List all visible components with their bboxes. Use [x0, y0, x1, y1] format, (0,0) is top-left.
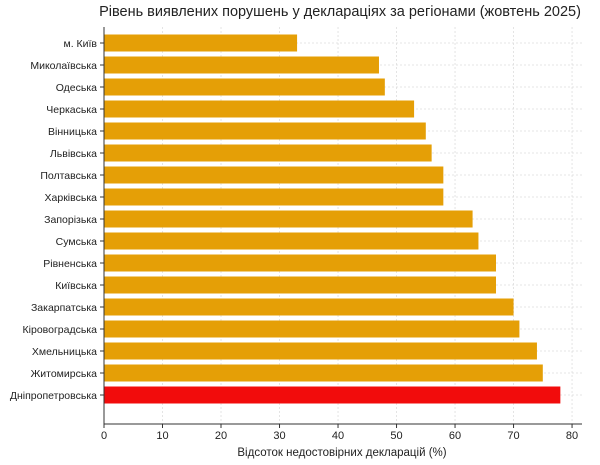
y-tick-label: Львівська: [50, 148, 97, 160]
y-tick-label: Черкаська: [46, 104, 97, 116]
x-tick-label: 20: [215, 430, 227, 442]
bar-11: [104, 276, 496, 294]
bar-4: [104, 122, 426, 140]
bar-13: [104, 320, 520, 338]
y-tick-label: Миколаївська: [30, 60, 97, 72]
x-tick-label: 80: [566, 430, 578, 442]
bar-12: [104, 298, 514, 316]
x-tick-label: 10: [156, 430, 168, 442]
y-tick-label: Житомирська: [31, 368, 98, 380]
y-tick-label: Харківська: [45, 192, 98, 204]
bar-8: [104, 210, 473, 228]
bar-16: [104, 386, 561, 404]
x-tick-label: 0: [101, 430, 107, 442]
x-tick-label: 60: [449, 430, 461, 442]
chart-title: Рівень виявлених порушень у деклараціях …: [99, 4, 581, 20]
y-tick-label: Запорізька: [44, 214, 97, 226]
y-tick-label: Закарпатська: [31, 302, 97, 314]
y-tick-label: Київська: [55, 280, 97, 292]
x-tick-label: 40: [332, 430, 344, 442]
y-tick-label: Полтавська: [40, 170, 97, 182]
x-tick-label: 30: [273, 430, 285, 442]
x-axis-label: Відсоток недостовірних декларацій (%): [237, 447, 446, 459]
bar-1: [104, 56, 379, 74]
x-tick-label: 70: [507, 430, 519, 442]
bar-7: [104, 188, 444, 206]
y-tick-label: Сумська: [56, 236, 97, 248]
bar-14: [104, 342, 537, 360]
x-tick-label: 50: [390, 430, 402, 442]
y-tick-label: Дніпропетровська: [10, 390, 97, 402]
y-tick-label: м. Київ: [63, 38, 97, 50]
bar-5: [104, 144, 432, 162]
bar-0: [104, 34, 298, 52]
y-tick-label: Кіровоградська: [23, 324, 98, 336]
y-tick-label: Одеська: [56, 82, 97, 94]
bar-3: [104, 100, 415, 118]
bar-15: [104, 364, 543, 382]
y-tick-label: Вінницька: [48, 126, 97, 138]
bar-6: [104, 166, 444, 184]
bar-10: [104, 254, 496, 272]
bar-9: [104, 232, 479, 250]
y-tick-label: Рівненська: [43, 258, 97, 270]
bar-2: [104, 78, 385, 96]
y-tick-label: Хмельницька: [32, 346, 97, 358]
